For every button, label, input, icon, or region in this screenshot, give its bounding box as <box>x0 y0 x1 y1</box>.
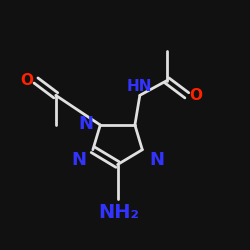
Text: NH₂: NH₂ <box>98 203 139 222</box>
Text: N: N <box>78 115 93 133</box>
Text: O: O <box>189 88 202 103</box>
Text: N: N <box>71 151 86 169</box>
Text: N: N <box>149 151 164 169</box>
Text: O: O <box>20 73 34 88</box>
Text: HN: HN <box>127 79 152 94</box>
